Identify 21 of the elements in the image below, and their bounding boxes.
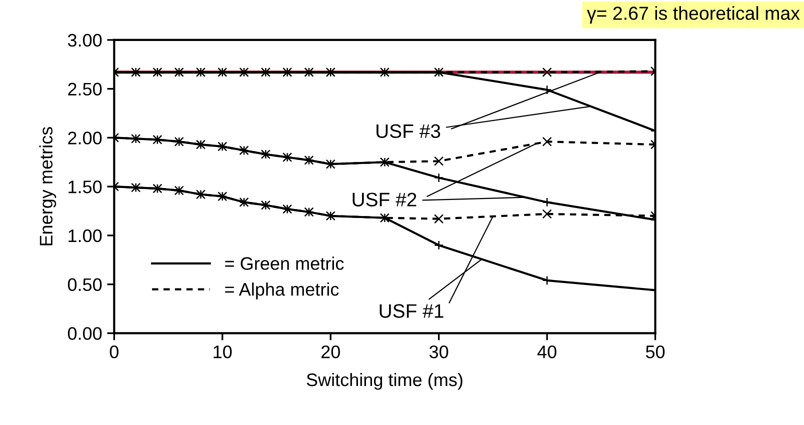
y-axis-title: Energy metrics bbox=[39, 127, 56, 246]
y-tick-label: 1.50 bbox=[68, 180, 102, 194]
legend-label: = Green metric bbox=[225, 256, 344, 270]
y-tick-label: 3.00 bbox=[68, 34, 102, 47]
x-axis-title: Switching time (ms) bbox=[306, 372, 462, 390]
annotation: USF #3 bbox=[376, 124, 440, 138]
x-tick-label: 20 bbox=[321, 345, 340, 358]
x-tick-label: 40 bbox=[537, 345, 556, 358]
legend-label: = Alpha metric bbox=[225, 282, 339, 300]
y-tick-label: 2.00 bbox=[68, 132, 102, 144]
y-tick-label: 0.50 bbox=[68, 278, 102, 292]
x-tick-label: 50 bbox=[646, 345, 665, 358]
x-tick-label: 10 bbox=[214, 345, 232, 358]
y-tick-label: 0.00 bbox=[68, 327, 102, 340]
annotation: USF #2 bbox=[352, 192, 416, 206]
x-tick-label: 0 bbox=[110, 345, 118, 358]
annotation: USF #1 bbox=[380, 304, 444, 318]
x-tick-label: 30 bbox=[429, 345, 448, 358]
y-tick-label: 1.00 bbox=[68, 229, 102, 242]
ref-line-label: γ= 2.67 is theoretical max bbox=[586, 6, 800, 24]
y-tick-label: 2.50 bbox=[68, 82, 102, 96]
